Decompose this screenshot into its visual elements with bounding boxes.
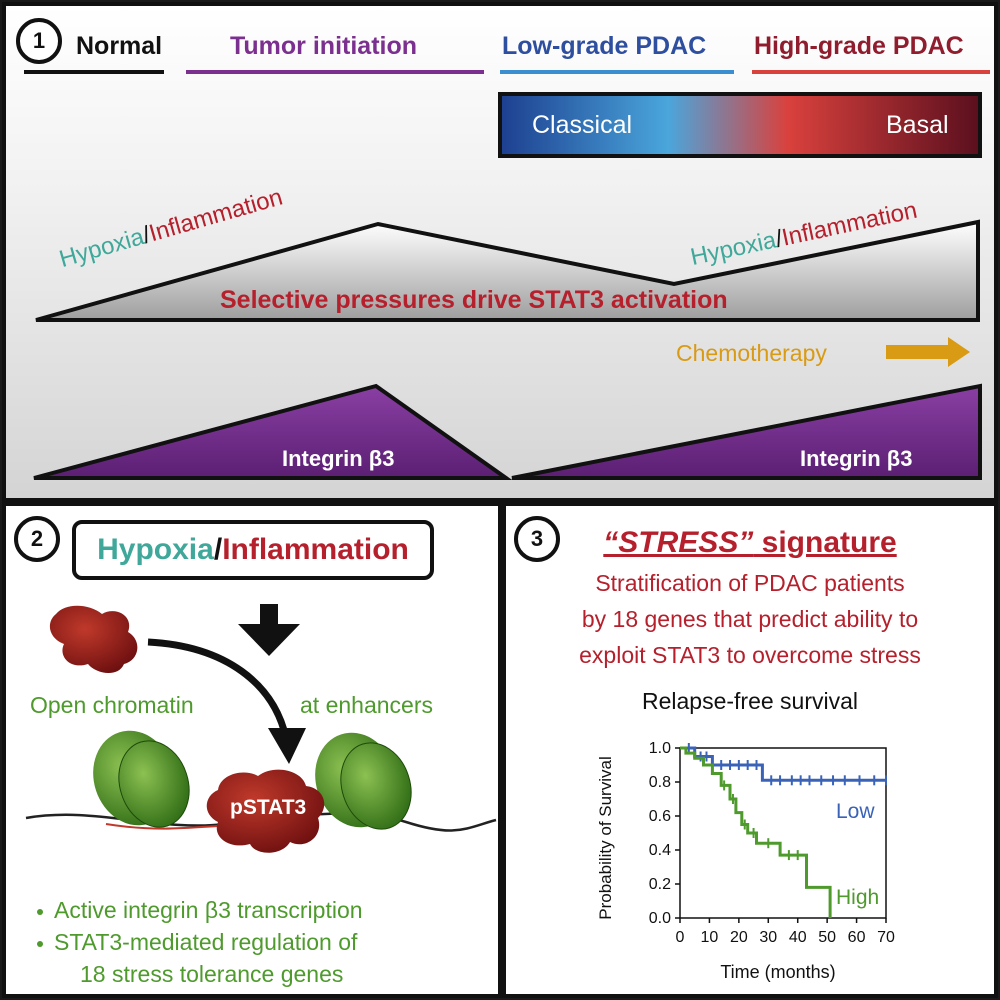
chart-xlabel: Time (months) (720, 962, 836, 982)
km-y-tick-label: 0.8 (649, 774, 671, 791)
km-axes: 0.0 0.2 0.4 0.6 0.8 1.0 0 10 20 30 40 50 60 70 (649, 740, 895, 946)
bullet-stress-genes: 18 stress tolerance genes (80, 961, 344, 987)
subtype-classical: Classical (532, 111, 633, 139)
km-y-tick-label: 0.6 (649, 808, 671, 825)
signature-desc-line-2: by 18 genes that predict ability to (581, 606, 919, 632)
nucleosome-right (315, 732, 412, 830)
bullet-integrin: Active integrin β3 transcription (54, 897, 363, 923)
inactive-stat3-blob (49, 605, 138, 674)
km-x-tick-label: 10 (701, 929, 719, 946)
pstat3-blob (206, 769, 325, 853)
selective-pressure-wedge (35, 219, 980, 322)
signature-title: “STRESS” signature (603, 526, 897, 559)
bullet-dot-2 (37, 941, 43, 947)
pstat3-label: pSTAT3 (230, 796, 307, 819)
at-enhancers-label: at enhancers (300, 692, 433, 718)
panel-progression: 1 Normal Tumor initiation Low-grade PDAC… (2, 2, 998, 502)
chemotherapy-arrow (886, 337, 970, 367)
km-x-tick-label: 0 (676, 929, 685, 946)
subtype-gradient-bar (498, 92, 982, 158)
signature-desc-line-1: Stratification of PDAC patients (595, 570, 905, 596)
km-x-tick-label: 20 (730, 929, 748, 946)
panel-signature: 3 “STRESS” signature Stratification of P… (502, 502, 998, 998)
mechanism-graphics (25, 604, 497, 947)
hypoxia-inflammation-box: Hypoxia / Inflammation (72, 520, 434, 580)
activation-arrow-head (268, 728, 306, 764)
chart-ylabel: Probability of Survival (596, 756, 615, 920)
open-chromatin-label: Open chromatin (30, 692, 194, 718)
down-arrow (238, 604, 300, 656)
km-y-tick-label: 0.4 (649, 842, 671, 859)
km-x-tick-label: 30 (759, 929, 777, 946)
stage-tumor-initiation: Tumor initiation (230, 32, 418, 60)
chart-title: Relapse-free survival (641, 688, 859, 714)
km-y-tick-label: 0.0 (649, 910, 671, 927)
nucleosome-left (93, 730, 190, 828)
panel-number-2: 2 (14, 516, 60, 562)
signature-desc-line-3: exploit STAT3 to overcome stress (579, 642, 921, 668)
bullet-stat3-regulation: STAT3-mediated regulation of (54, 929, 358, 955)
km-x-tick-label: 70 (877, 929, 895, 946)
activation-arrow-line (147, 638, 290, 739)
km-curve-low (680, 746, 886, 782)
panel-number-1: 1 (16, 18, 62, 64)
subtype-basal: Basal (886, 111, 949, 139)
panel-mechanism: 2 Hypoxia / Inflammation Open chromatin at… (2, 502, 502, 998)
selective-pressure-text: Selective pressures drive STAT3 activati… (220, 286, 728, 314)
km-series (680, 743, 887, 918)
panel-number-3: 3 (514, 516, 560, 562)
integrin-triangle-early (33, 383, 513, 480)
bullet-dot-1 (37, 909, 43, 915)
integrin-label-early: Integrin β3 (282, 446, 395, 471)
stage-high-grade: High-grade PDAC (754, 32, 964, 60)
progression-graphics (24, 70, 990, 480)
km-x-tick-label: 50 (818, 929, 836, 946)
km-curve-high (680, 746, 832, 918)
legend-low: Low (836, 800, 875, 823)
stage-normal: Normal (76, 32, 163, 60)
km-plot-frame (679, 747, 887, 919)
km-chart: 0.0 0.2 0.4 0.6 0.8 1.0 0 10 20 30 40 50 60 70 (649, 740, 895, 946)
km-x-tick-label: 40 (789, 929, 807, 946)
km-y-tick-label: 0.2 (649, 876, 671, 893)
integrin-label-late: Integrin β3 (800, 446, 913, 471)
chemotherapy-label: Chemotherapy (676, 340, 827, 366)
integrin-triangle-late (511, 383, 982, 480)
stage-low-grade: Low-grade PDAC (502, 32, 707, 60)
km-x-tick-label: 60 (848, 929, 866, 946)
legend-high: High (836, 886, 880, 909)
km-y-tick-label: 1.0 (649, 740, 671, 757)
